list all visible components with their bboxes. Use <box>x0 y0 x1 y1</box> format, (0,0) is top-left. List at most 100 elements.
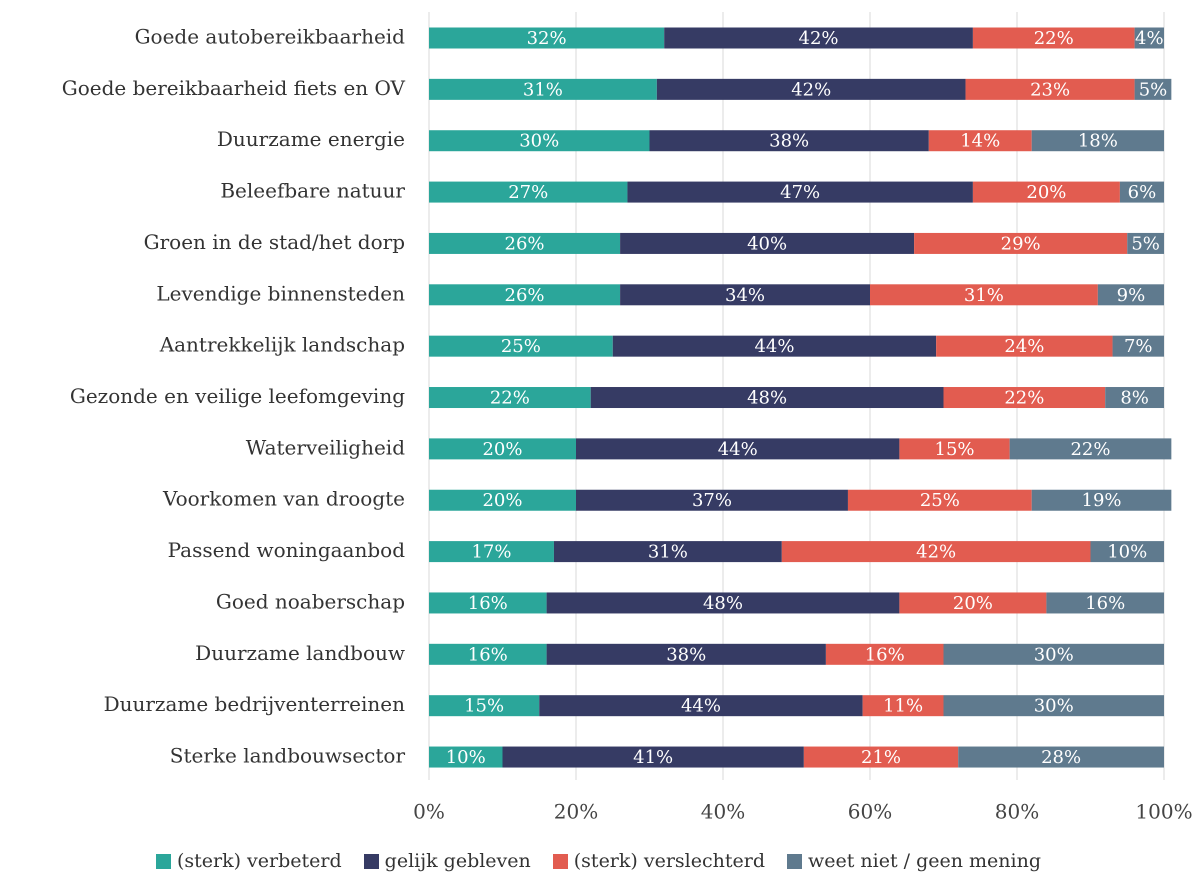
value-label: 20% <box>482 490 522 511</box>
bar-segment <box>1105 387 1164 409</box>
value-label: 22% <box>1004 388 1044 409</box>
bar-segment <box>1112 335 1164 357</box>
value-label: 31% <box>964 285 1004 306</box>
y-tick-label: Passend woningaanbod <box>168 538 406 562</box>
value-label: 8% <box>1120 388 1149 409</box>
bar-segment <box>429 489 576 511</box>
bar-segment <box>620 284 870 306</box>
legend-label: weet niet / geen mening <box>808 850 1042 872</box>
x-tick-label: 80% <box>995 800 1039 824</box>
value-label: 22% <box>490 388 530 409</box>
legend-swatch <box>363 853 379 869</box>
y-tick-label: Groen in de stad/het dorp <box>144 230 405 254</box>
bar-segment <box>429 232 621 254</box>
bar-segment <box>936 335 1113 357</box>
bar-segment <box>429 27 665 49</box>
bar-segment <box>1031 489 1172 511</box>
bar-segment <box>972 181 1120 203</box>
bar-segment <box>429 746 503 768</box>
x-tick-label: 60% <box>848 800 892 824</box>
value-label: 47% <box>780 182 820 203</box>
legend-swatch <box>552 853 568 869</box>
bar-segment <box>899 592 1047 614</box>
value-label: 26% <box>505 285 545 306</box>
bar-segment <box>502 746 804 768</box>
bar-segment <box>429 438 576 460</box>
value-label: 7% <box>1124 336 1153 357</box>
value-label: 11% <box>883 696 923 717</box>
bar-segment <box>576 489 848 511</box>
value-label: 15% <box>464 696 504 717</box>
value-label: 30% <box>519 131 559 152</box>
value-label: 16% <box>468 644 508 665</box>
bar-segment <box>899 438 1010 460</box>
value-label: 18% <box>1078 131 1118 152</box>
bar-segment <box>539 695 863 717</box>
bar-segment <box>429 335 613 357</box>
value-label: 4% <box>1135 28 1164 49</box>
x-tick-label: 40% <box>701 800 745 824</box>
y-tick-label: Sterke landbouwsector <box>170 744 406 768</box>
bar-segment <box>943 387 1106 409</box>
y-tick-label: Goede bereikbaarheid fiets en OV <box>62 76 406 100</box>
value-label: 25% <box>920 490 960 511</box>
bar-segment <box>943 643 1164 665</box>
y-tick-label: Duurzame landbouw <box>195 641 405 665</box>
value-label: 9% <box>1117 285 1146 306</box>
y-tick-label: Waterveiligheid <box>246 435 405 459</box>
legend-swatch <box>155 853 171 869</box>
value-label: 16% <box>865 644 905 665</box>
value-label: 20% <box>482 439 522 460</box>
bar-segment <box>553 541 782 563</box>
bar-segment <box>1097 284 1164 306</box>
value-label: 31% <box>648 542 688 563</box>
bar-segment <box>546 592 900 614</box>
value-label: 16% <box>1085 593 1125 614</box>
bar-segment <box>803 746 959 768</box>
value-label: 27% <box>508 182 548 203</box>
bar-segment <box>612 335 937 357</box>
value-label: 20% <box>1026 182 1066 203</box>
value-label: 42% <box>791 79 831 100</box>
bar-segment <box>656 78 966 100</box>
value-label: 22% <box>1034 28 1074 49</box>
bar-segment <box>627 181 973 203</box>
value-label: 20% <box>953 593 993 614</box>
value-label: 37% <box>692 490 732 511</box>
value-label: 44% <box>718 439 758 460</box>
bar-segment <box>429 695 540 717</box>
y-tick-label: Gezonde en veilige leefomgeving <box>70 384 405 408</box>
value-label: 14% <box>960 131 1000 152</box>
bar-segment <box>576 438 900 460</box>
bar-segment <box>429 130 650 152</box>
value-label: 6% <box>1128 182 1157 203</box>
bar-segment <box>1119 181 1164 203</box>
value-label: 34% <box>725 285 765 306</box>
bar-segment <box>943 695 1164 717</box>
y-tick-label: Levendige binnensteden <box>156 281 405 305</box>
value-label: 5% <box>1139 79 1168 100</box>
value-label: 15% <box>935 439 975 460</box>
legend-label: gelijk gebleven <box>384 850 531 872</box>
y-tick-label: Goed noaberschap <box>216 589 405 613</box>
bar-segment <box>429 592 547 614</box>
bar-segment <box>965 78 1135 100</box>
x-tick-label: 20% <box>554 800 598 824</box>
value-label: 42% <box>916 542 956 563</box>
bar-segment <box>1134 78 1172 100</box>
value-label: 10% <box>1107 542 1147 563</box>
y-tick-label: Beleefbare natuur <box>220 179 405 203</box>
value-label: 25% <box>501 336 541 357</box>
bar-segment <box>914 232 1128 254</box>
value-label: 38% <box>769 131 809 152</box>
value-label: 21% <box>861 747 901 768</box>
value-label: 22% <box>1070 439 1110 460</box>
bar-segment <box>1009 438 1172 460</box>
bar-segment <box>429 78 657 100</box>
bar-segment <box>928 130 1032 152</box>
legend-label: (sterk) verbeterd <box>176 850 342 872</box>
chart: 0% 20% 40% 60% 80% 100% Goede autobereikbaarhe… <box>62 12 1193 824</box>
bar-segment <box>429 181 628 203</box>
value-label: 26% <box>505 233 545 254</box>
value-label: 23% <box>1030 79 1070 100</box>
